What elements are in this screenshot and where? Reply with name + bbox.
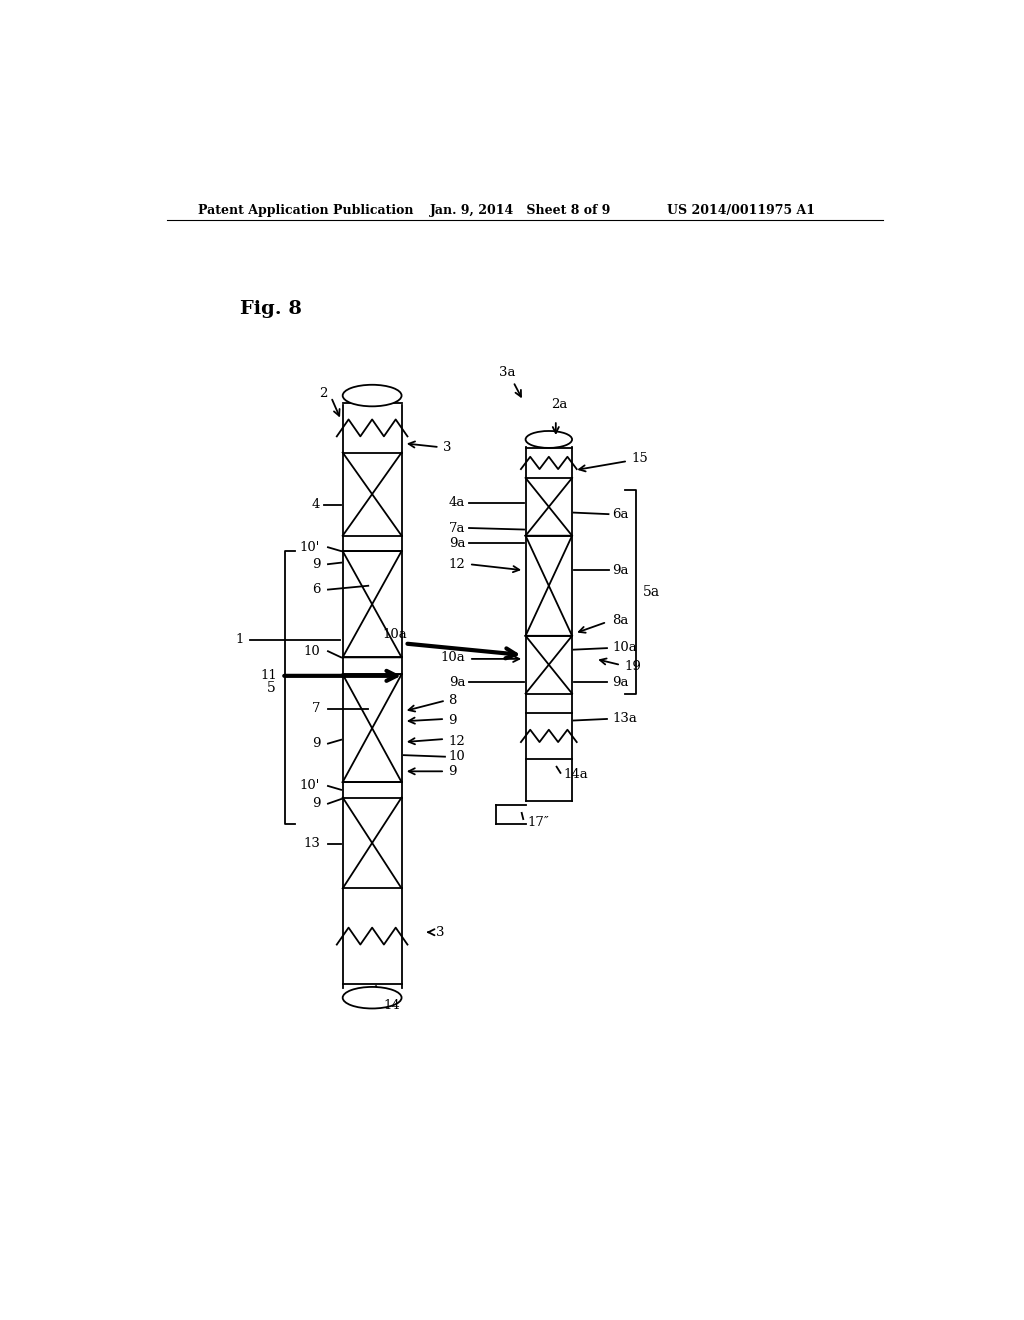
Ellipse shape (343, 385, 401, 407)
Text: 9a: 9a (449, 676, 465, 689)
Text: 4: 4 (312, 499, 321, 511)
Text: Jan. 9, 2014   Sheet 8 of 9: Jan. 9, 2014 Sheet 8 of 9 (430, 205, 611, 218)
Text: 11: 11 (260, 669, 276, 682)
Text: 13: 13 (303, 837, 321, 850)
Text: 9: 9 (449, 714, 457, 727)
Text: 17″: 17″ (527, 816, 549, 829)
Text: 3: 3 (436, 925, 445, 939)
Bar (343, 396, 401, 998)
Text: 1: 1 (236, 634, 245, 647)
Text: 10a: 10a (440, 651, 465, 664)
Text: 10': 10' (300, 541, 321, 554)
Text: 19: 19 (624, 660, 641, 673)
Text: 10a: 10a (612, 640, 637, 653)
Bar (525, 440, 572, 801)
Text: 5: 5 (266, 681, 275, 694)
Ellipse shape (343, 987, 401, 1008)
Text: 6a: 6a (612, 508, 629, 520)
Text: 5a: 5a (643, 585, 660, 598)
Text: 3: 3 (442, 441, 452, 454)
Text: 8: 8 (449, 694, 457, 708)
Text: Patent Application Publication: Patent Application Publication (198, 205, 414, 218)
Text: 8a: 8a (612, 614, 629, 627)
Text: 3a: 3a (500, 366, 516, 379)
Ellipse shape (525, 430, 572, 447)
Text: 6: 6 (311, 583, 321, 597)
Text: 9a: 9a (612, 676, 629, 689)
Text: 9: 9 (311, 737, 321, 750)
Text: 12: 12 (449, 735, 465, 748)
Text: 14a: 14a (563, 768, 589, 781)
Text: Fig. 8: Fig. 8 (241, 300, 302, 318)
Text: 10': 10' (300, 779, 321, 792)
Text: 9a: 9a (612, 564, 629, 577)
Text: 9: 9 (311, 557, 321, 570)
Text: 9: 9 (311, 797, 321, 810)
Text: 4a: 4a (449, 496, 465, 510)
Text: 15: 15 (632, 453, 648, 465)
Text: 9a: 9a (449, 537, 465, 550)
Text: US 2014/0011975 A1: US 2014/0011975 A1 (667, 205, 815, 218)
Text: 9: 9 (449, 764, 457, 777)
Text: 10: 10 (449, 750, 465, 763)
Text: 2a: 2a (551, 399, 567, 412)
Text: 7a: 7a (449, 521, 465, 535)
Text: 13a: 13a (612, 713, 637, 726)
Text: 10: 10 (303, 644, 321, 657)
Text: 10a: 10a (382, 628, 407, 640)
Text: 12: 12 (449, 557, 465, 570)
Text: 7: 7 (311, 702, 321, 715)
Text: 14: 14 (384, 999, 400, 1012)
Text: 2: 2 (319, 387, 328, 400)
